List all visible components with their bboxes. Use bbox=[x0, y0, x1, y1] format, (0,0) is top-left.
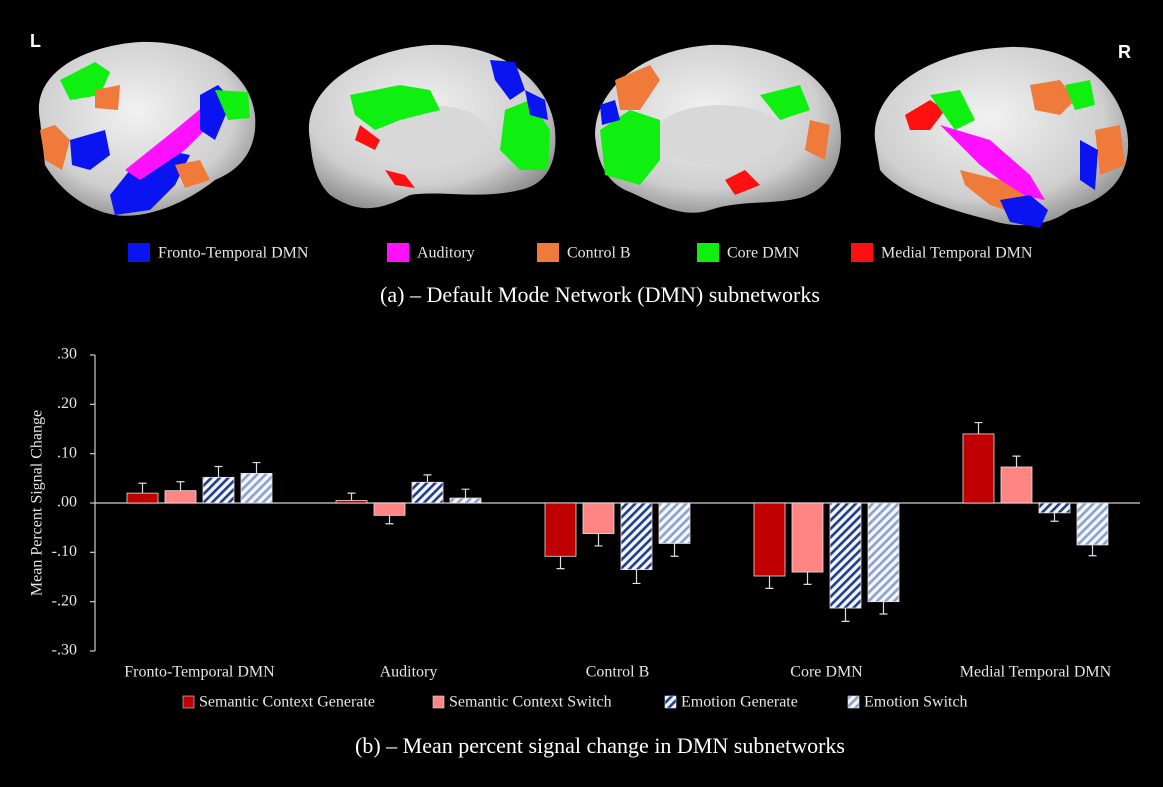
y-tick-label: .10 bbox=[57, 444, 77, 461]
x-tick-label: Fronto-Temporal DMN bbox=[124, 664, 275, 681]
bar bbox=[867, 502, 900, 603]
y-tick-label: -.30 bbox=[52, 642, 77, 659]
bar bbox=[1038, 502, 1071, 514]
y-tick-label: -.10 bbox=[52, 543, 77, 560]
panel-caption: (a) – Default Mode Network (DMN) subnetw… bbox=[380, 282, 820, 307]
error-bar bbox=[670, 543, 679, 557]
legend-label: Semantic Context Switch bbox=[449, 694, 612, 711]
x-tick-label: Auditory bbox=[380, 664, 438, 681]
error-bar bbox=[556, 556, 565, 570]
legend-swatch bbox=[432, 695, 445, 709]
y-tick-label: .30 bbox=[57, 346, 77, 363]
legend-label: Fronto-Temporal DMN bbox=[158, 245, 309, 262]
error-bar bbox=[214, 465, 223, 478]
error-bar bbox=[461, 488, 470, 499]
bar bbox=[658, 502, 691, 544]
bar bbox=[202, 476, 235, 504]
error-bar bbox=[423, 474, 432, 483]
bar bbox=[620, 502, 653, 570]
error-bar bbox=[974, 421, 983, 434]
legend-label: Core DMN bbox=[727, 245, 800, 262]
legend-label: Medial Temporal DMN bbox=[881, 245, 1033, 262]
y-tick-label: .00 bbox=[57, 494, 77, 511]
bar bbox=[164, 490, 197, 504]
error-bar bbox=[347, 492, 356, 501]
error-bar bbox=[765, 576, 774, 589]
legend-swatch bbox=[664, 695, 677, 709]
legend-label: Control B bbox=[567, 245, 631, 262]
panel-caption: (b) – Mean percent signal change in DMN … bbox=[355, 733, 845, 758]
error-bar bbox=[138, 482, 147, 494]
bar bbox=[1000, 466, 1033, 504]
error-bar bbox=[632, 569, 641, 585]
error-bar bbox=[803, 572, 812, 585]
legend-swatch bbox=[847, 695, 860, 709]
hemisphere-label: L bbox=[30, 31, 41, 51]
legend-swatch bbox=[697, 243, 719, 262]
bar bbox=[240, 472, 273, 504]
legend-swatch bbox=[182, 695, 195, 709]
error-bar bbox=[1088, 544, 1097, 557]
error-bar bbox=[252, 461, 261, 474]
legend-label: Semantic Context Generate bbox=[199, 694, 375, 711]
hemisphere-label: R bbox=[1118, 42, 1131, 62]
error-bar bbox=[879, 601, 888, 615]
legend-swatch bbox=[537, 243, 559, 262]
brain-right-medial bbox=[595, 44, 841, 213]
bar bbox=[1076, 502, 1109, 546]
bar bbox=[829, 502, 862, 609]
bar bbox=[582, 502, 615, 534]
bar bbox=[335, 500, 368, 504]
y-axis-title: Mean Percent Signal Change bbox=[29, 410, 46, 596]
bar bbox=[373, 502, 406, 516]
error-bar bbox=[1050, 512, 1059, 522]
bar bbox=[449, 497, 482, 504]
error-bar bbox=[594, 533, 603, 547]
legend-label: Auditory bbox=[417, 245, 475, 262]
x-tick-label: Core DMN bbox=[790, 664, 863, 681]
y-tick-label: .20 bbox=[57, 395, 77, 412]
x-tick-label: Medial Temporal DMN bbox=[960, 664, 1112, 681]
brain-right-lateral bbox=[874, 46, 1129, 228]
bar bbox=[544, 502, 577, 557]
bar bbox=[753, 502, 786, 577]
error-bar bbox=[385, 515, 394, 525]
error-bar bbox=[176, 481, 185, 491]
legend-label: Emotion Switch bbox=[864, 694, 968, 711]
legend-swatch bbox=[387, 243, 409, 262]
x-tick-label: Control B bbox=[586, 664, 650, 681]
bar bbox=[411, 481, 444, 504]
brain-left-medial bbox=[308, 44, 556, 209]
error-bar bbox=[841, 608, 850, 622]
bar bbox=[126, 492, 159, 504]
bar bbox=[791, 502, 824, 573]
error-bar bbox=[1012, 455, 1021, 467]
brain-left-lateral bbox=[38, 41, 256, 216]
legend-swatch bbox=[851, 243, 873, 262]
bar bbox=[962, 433, 995, 504]
legend-swatch bbox=[128, 243, 150, 262]
y-tick-label: -.20 bbox=[52, 592, 77, 609]
legend-label: Emotion Generate bbox=[681, 694, 798, 711]
